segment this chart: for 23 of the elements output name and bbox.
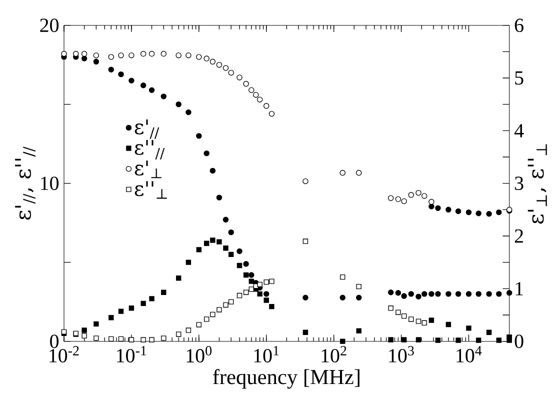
x-tick-label: 10$^{2}$ [322, 346, 346, 362]
legend-label: ε'$_{//}$ [134, 119, 160, 139]
y2-tick-label: 2 [514, 229, 523, 243]
legend-label: ε'$_{⊥}$ [134, 160, 162, 178]
x-axis-title: frequency [MHz] [212, 369, 360, 389]
y2-tick-label: 0 [514, 334, 524, 348]
y-tick-label: 10 [41, 176, 59, 190]
x-tick-label: 10$^{4}$ [456, 346, 482, 362]
legend-label: ε''$_{⊥}$ [134, 181, 167, 199]
y-tick-label: 20 [40, 18, 59, 32]
y2-tick-label: 3 [515, 176, 524, 190]
x-tick-label: 10$^{-1}$ [117, 346, 146, 362]
x-tick-label: 10$^{1}$ [254, 346, 279, 362]
y2-tick-label: 5 [515, 71, 524, 85]
y2-tick-label: 4 [514, 124, 524, 138]
x-tick-label: 10$^{3}$ [389, 346, 414, 362]
y-axis-title: ε'$_{//}$, ε''$_{//}$ [15, 146, 36, 220]
y2-tick-label: 1 [516, 282, 523, 296]
legend-label: ε''$_{//}$ [134, 140, 165, 160]
x-tick-label: 10$^{0}$ [186, 346, 212, 363]
y2-tick-label: 6 [514, 18, 524, 32]
y2-axis-title: ε'$_{⊥}$, ε''$_{⊥}$ [528, 144, 547, 224]
y-tick-label: 0 [50, 334, 59, 348]
